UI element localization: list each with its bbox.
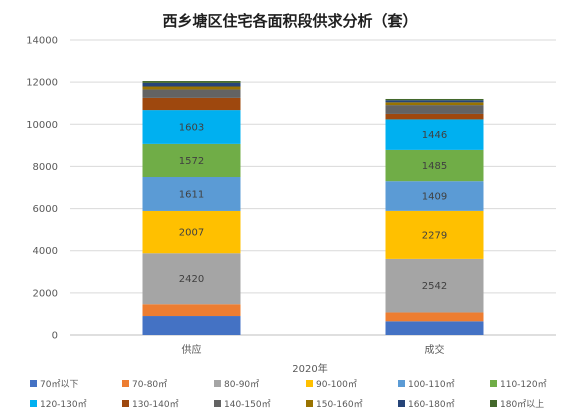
data-label: 1409 (422, 192, 447, 203)
category-label: 成交 (425, 343, 445, 356)
bar-segment (385, 149, 484, 182)
legend-label: 70㎡以下 (40, 379, 78, 390)
bar-segment (142, 81, 241, 83)
data-label: 1572 (179, 156, 204, 167)
x-axis-label: 2020年 (292, 362, 327, 375)
bar-segment (385, 100, 484, 103)
legend-item: 120-130㎡ (30, 399, 87, 410)
legend-label: 70-80㎡ (132, 379, 167, 390)
y-tick-label: 2000 (33, 288, 58, 299)
legend-label: 180㎡以上 (500, 399, 544, 410)
legend-item: 140-150㎡ (214, 399, 271, 410)
chart-title: 西乡塘区住宅各面积段供求分析（套） (162, 12, 417, 30)
legend-item: 100-110㎡ (398, 379, 455, 390)
data-label: 2420 (179, 274, 204, 285)
bar-segment (142, 110, 241, 144)
bar-segment (142, 304, 241, 317)
legend-label: 130-140㎡ (132, 399, 179, 410)
legend-swatch (122, 380, 129, 387)
bar-segment (142, 86, 241, 90)
legend-swatch (30, 400, 37, 407)
legend-swatch (490, 400, 497, 407)
bar-segment (385, 102, 484, 106)
y-tick-label: 10000 (26, 120, 58, 131)
data-label: 1446 (422, 130, 447, 141)
legend-item: 150-160㎡ (306, 399, 363, 410)
legend-item: 80-90㎡ (214, 379, 259, 390)
bar-segment (142, 210, 241, 254)
legend-item: 180㎡以上 (490, 399, 544, 410)
legend-item: 70㎡以下 (30, 379, 78, 390)
legend-swatch (398, 380, 405, 387)
legend-swatch (122, 400, 129, 407)
data-label: 2007 (179, 228, 204, 239)
bar-segment (385, 181, 484, 211)
y-tick-label: 12000 (26, 78, 58, 89)
legend-label: 140-150㎡ (224, 399, 271, 410)
data-label: 1611 (179, 189, 204, 200)
legend-item: 130-140㎡ (122, 399, 179, 410)
data-label: 2542 (422, 281, 447, 292)
bar-segment (142, 97, 241, 111)
category-label: 供应 (182, 343, 202, 356)
legend-label: 90-100㎡ (316, 379, 357, 390)
bar-segment (385, 312, 484, 322)
legend-swatch (490, 380, 497, 387)
legend-swatch (398, 400, 405, 407)
bar-segment (385, 105, 484, 114)
bar-segment (385, 210, 484, 259)
legend-swatch (306, 400, 313, 407)
bar-segment (142, 143, 241, 178)
y-tick-label: 8000 (33, 162, 58, 173)
legend-label: 100-110㎡ (408, 379, 455, 390)
bar-segment (385, 321, 484, 335)
bar-segment (142, 177, 241, 211)
bar-segment (385, 258, 484, 313)
data-label: 1485 (422, 161, 447, 172)
legend-swatch (214, 380, 221, 387)
y-tick-label: 14000 (26, 36, 58, 47)
legend-swatch (214, 400, 221, 407)
y-tick-label: 6000 (33, 204, 58, 215)
legend-item: 90-100㎡ (306, 379, 357, 390)
bar-segment (142, 316, 241, 335)
legend-label: 120-130㎡ (40, 399, 87, 410)
bar-segment (385, 98, 484, 101)
data-label: 2279 (422, 230, 447, 241)
data-label: 1603 (179, 122, 204, 133)
y-tick-label: 0 (52, 331, 58, 342)
y-tick-label: 4000 (33, 246, 58, 257)
legend-item: 160-180㎡ (398, 399, 455, 410)
legend-item: 70-80㎡ (122, 379, 167, 390)
legend-label: 160-180㎡ (408, 399, 455, 410)
bar-segment (142, 253, 241, 305)
legend-swatch (306, 380, 313, 387)
bar-segment (385, 119, 484, 150)
legend-item: 110-120㎡ (490, 379, 547, 390)
legend-label: 110-120㎡ (500, 379, 547, 390)
bar-segment (142, 82, 241, 87)
legend-label: 80-90㎡ (224, 379, 259, 390)
legend-label: 150-160㎡ (316, 399, 363, 410)
legend-swatch (30, 380, 37, 387)
bar-segment (385, 113, 484, 120)
bar-segment (142, 89, 241, 98)
